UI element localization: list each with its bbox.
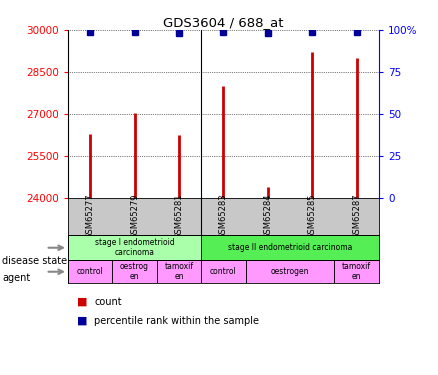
Text: GSM65283: GSM65283 [219, 194, 228, 239]
Text: disease state: disease state [2, 256, 67, 266]
Bar [335, 260, 379, 283]
Text: GSM65284: GSM65284 [263, 194, 272, 239]
Text: stage I endometrioid
carcinoma: stage I endometrioid carcinoma [95, 238, 174, 257]
Text: oestrog
en: oestrog en [120, 262, 149, 281]
Text: GSM65279: GSM65279 [130, 194, 139, 239]
Title: GDS3604 / 688_at: GDS3604 / 688_at [163, 16, 284, 29]
Text: tamoxif
en: tamoxif en [342, 262, 371, 281]
Text: GSM65287: GSM65287 [352, 194, 361, 239]
Bar [68, 235, 201, 260]
Bar [157, 260, 201, 283]
Text: control: control [210, 267, 237, 276]
Text: tamoxif
en: tamoxif en [164, 262, 194, 281]
Bar [201, 235, 379, 260]
Text: agent: agent [2, 273, 30, 283]
Text: count: count [94, 297, 122, 307]
Bar [68, 260, 112, 283]
Text: GSM65277: GSM65277 [85, 194, 95, 239]
Text: stage II endometrioid carcinoma: stage II endometrioid carcinoma [228, 243, 352, 252]
Text: oestrogen: oestrogen [271, 267, 309, 276]
Bar [201, 260, 246, 283]
Bar [246, 260, 335, 283]
Text: ■: ■ [77, 316, 87, 326]
Text: GSM65285: GSM65285 [308, 194, 317, 239]
Text: ■: ■ [77, 297, 87, 307]
Text: GSM65281: GSM65281 [174, 194, 184, 239]
Bar [112, 260, 157, 283]
Text: control: control [77, 267, 103, 276]
Text: percentile rank within the sample: percentile rank within the sample [94, 316, 259, 326]
